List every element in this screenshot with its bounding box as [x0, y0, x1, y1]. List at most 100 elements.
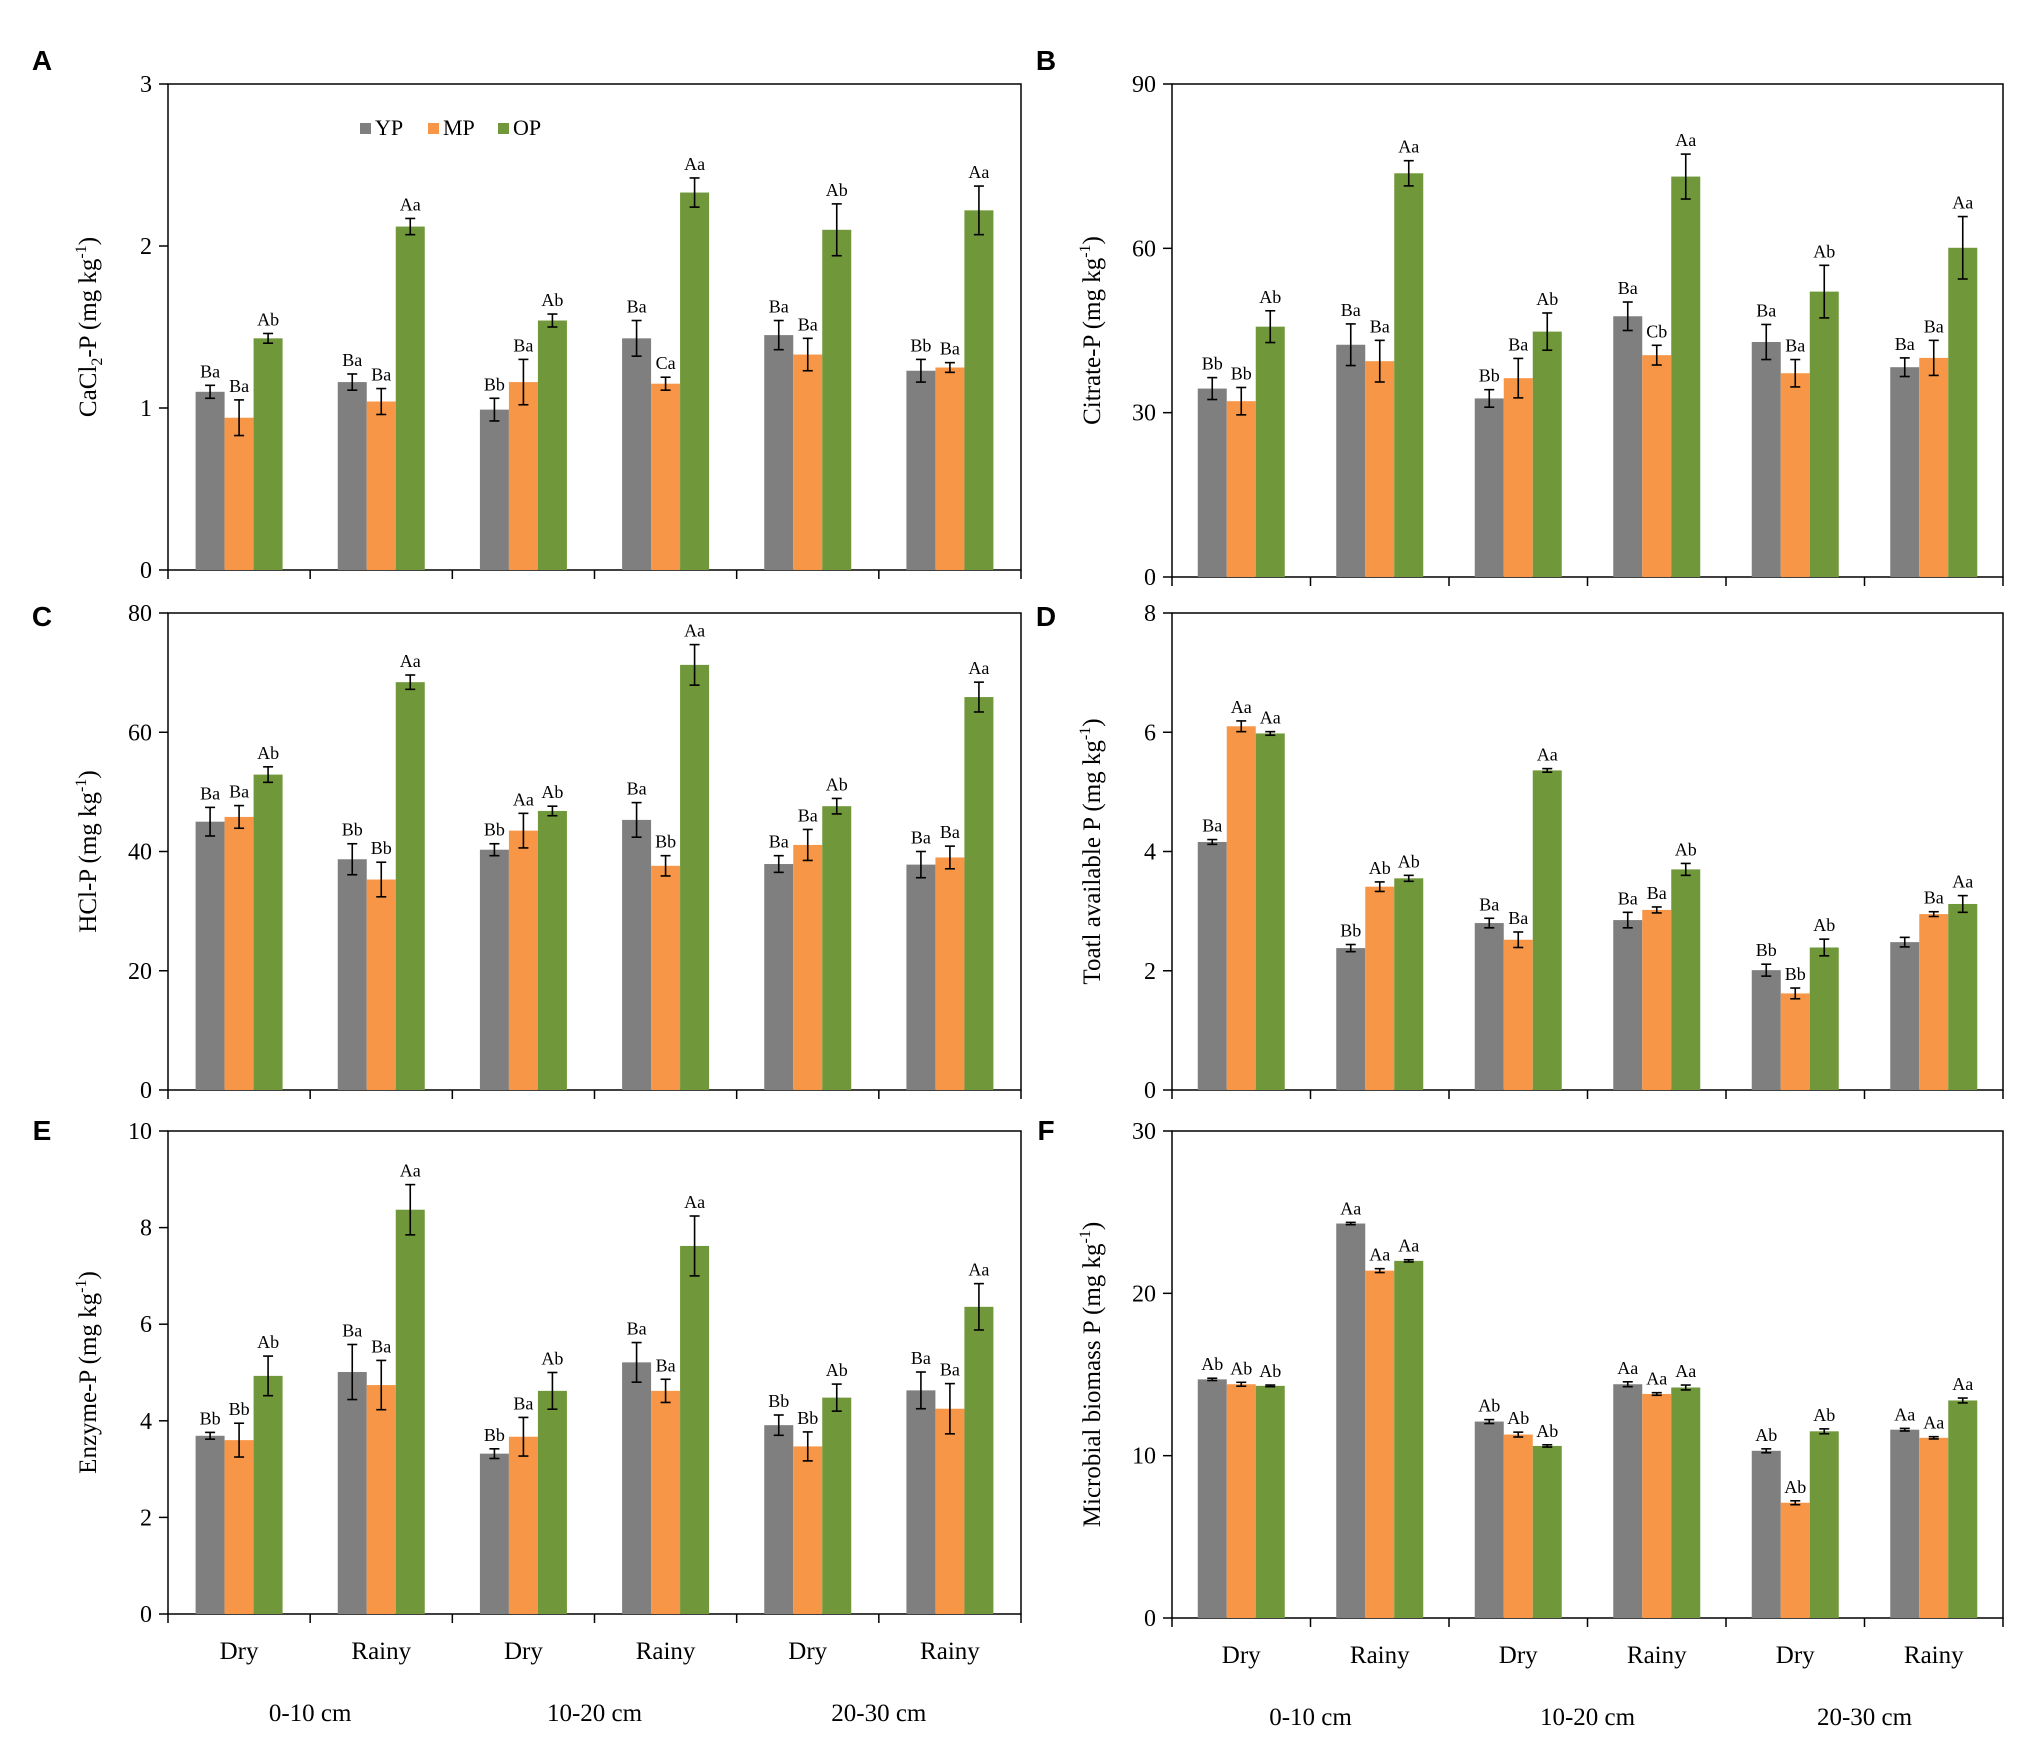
y-tick-label: 0 — [140, 558, 152, 584]
significance-label: Aa — [400, 651, 421, 671]
significance-label: Aa — [1675, 130, 1696, 150]
bar-yp-5 — [906, 864, 936, 1090]
significance-label: Aa — [1952, 1374, 1973, 1394]
significance-label: Ab — [1813, 915, 1835, 935]
bar-op-4 — [822, 229, 852, 571]
y-tick-label: 1 — [140, 396, 152, 422]
y-tick-label: 4 — [1144, 840, 1156, 866]
significance-label: Ba — [627, 297, 647, 317]
bar-yp-5 — [1890, 1429, 1920, 1618]
significance-label: Aa — [1675, 1361, 1696, 1381]
bar-op-0 — [1255, 1385, 1285, 1618]
significance-label: Ba — [371, 1336, 391, 1356]
y-axis-label-part: 2 — [89, 358, 106, 366]
bar-yp-1 — [1336, 1223, 1366, 1618]
significance-label: Aa — [1923, 1413, 1944, 1433]
y-axis-label-part: ) — [1079, 236, 1106, 244]
significance-label: Ba — [911, 1348, 931, 1368]
significance-label: Ab — [541, 290, 563, 310]
significance-label: Ba — [1924, 316, 1944, 336]
panel-e: E 0 2 4 6 8 10 Enzyme-P (mg kg-1) Bb Ba Bb Ba Bb Ba Bb… — [33, 1115, 1022, 1727]
bar-mp-4 — [793, 354, 823, 570]
bar-mp-2 — [1503, 1434, 1533, 1618]
y-axis-label: Microbial biomass P (mg kg-1) — [1077, 1222, 1106, 1527]
bar-mp-5 — [935, 857, 965, 1090]
significance-label: Aa — [400, 1161, 421, 1181]
significance-label: Bb — [342, 820, 363, 840]
y-axis-label-part: -1 — [73, 779, 90, 792]
bar-yp-5 — [1890, 942, 1920, 1090]
bar-op-5 — [964, 1306, 994, 1614]
bar-mp-1 — [1365, 1270, 1395, 1618]
bar-mp-2 — [508, 1436, 538, 1614]
y-tick-label: 0 — [1144, 1606, 1156, 1632]
significance-label: Ba — [1924, 888, 1944, 908]
significance-label: Ab — [1507, 1408, 1529, 1428]
bar-op-5 — [964, 697, 994, 1090]
x-category-label: Rainy — [1350, 1642, 1410, 1669]
bar-op-3 — [680, 664, 710, 1090]
y-axis-label-part: Toatl available P (mg kg — [1079, 740, 1106, 985]
significance-label: Ab — [1675, 839, 1697, 859]
significance-label: Ba — [1895, 334, 1915, 354]
bar-yp-5 — [906, 370, 936, 570]
significance-label: Bb — [484, 1425, 505, 1445]
significance-label: Aa — [684, 1192, 705, 1212]
significance-label: Bb — [1479, 366, 1500, 386]
bar-op-4 — [1809, 291, 1839, 577]
bar-yp-0 — [1197, 841, 1227, 1090]
significance-label: Ab — [1755, 1425, 1777, 1445]
bar-yp-0 — [1197, 1379, 1227, 1618]
significance-label: Ca — [656, 353, 676, 373]
significance-label: Bb — [797, 1408, 818, 1428]
significance-label: Bb — [1231, 363, 1252, 383]
significance-label: Ba — [627, 1319, 647, 1339]
panel-f: F 0 10 20 30 Microbial biomass P (mg kg-1) Ab A… — [1037, 1115, 2004, 1731]
bar-mp-2 — [1503, 378, 1533, 577]
bar-op-5 — [1948, 247, 1978, 577]
x-category-label: Rainy — [636, 1638, 696, 1665]
bar-mp-4 — [793, 844, 823, 1090]
significance-label: Bb — [1756, 940, 1777, 960]
bar-op-3 — [1671, 176, 1701, 577]
x-category-label: Rainy — [1904, 1642, 1964, 1669]
significance-label: Ba — [627, 779, 647, 799]
bar-op-1 — [1394, 173, 1424, 577]
bar-yp-1 — [337, 1372, 367, 1614]
y-axis-label-part: ) — [75, 237, 102, 245]
significance-label: Ab — [541, 1349, 563, 1369]
significance-label: Ab — [257, 743, 279, 763]
significance-label: Ba — [342, 1320, 362, 1340]
bar-op-4 — [822, 1397, 852, 1614]
y-axis-label-part: -1 — [1077, 727, 1094, 740]
y-axis-label: Toatl available P (mg kg-1) — [1077, 718, 1106, 984]
bar-op-0 — [1255, 733, 1285, 1090]
significance-label: Aa — [1340, 1198, 1361, 1218]
significance-label: Aa — [1617, 1358, 1638, 1378]
bar-mp-0 — [1226, 726, 1256, 1090]
bar-op-2 — [1532, 1445, 1562, 1618]
bar-op-0 — [1255, 326, 1285, 577]
panel-d: D 0 2 4 6 8 Toatl available P (mg kg-1) Ba Bb Ba B… — [1036, 601, 2004, 1104]
significance-label: Aa — [968, 1260, 989, 1280]
significance-label: Ab — [1784, 1477, 1806, 1497]
significance-label: Ba — [229, 376, 249, 396]
significance-label: Ab — [1813, 1405, 1835, 1425]
significance-label: Ab — [1536, 1421, 1558, 1441]
bar-mp-4 — [1780, 993, 1810, 1090]
panel-letter: E — [33, 1115, 52, 1146]
significance-label: Bb — [910, 335, 931, 355]
significance-label: Ba — [1508, 334, 1528, 354]
significance-label: Ba — [769, 297, 789, 317]
significance-label: Bb — [229, 1399, 250, 1419]
bar-mp-5 — [1919, 1437, 1949, 1618]
bar-op-0 — [253, 774, 283, 1090]
bar-mp-0 — [1226, 1384, 1256, 1618]
significance-label: Bb — [1340, 921, 1361, 941]
y-tick-label: 90 — [1132, 72, 1156, 98]
depth-group-label: 0-10 cm — [269, 1700, 352, 1727]
bar-mp-4 — [793, 1446, 823, 1614]
significance-label: Bb — [484, 820, 505, 840]
y-tick-label: 40 — [128, 840, 152, 866]
